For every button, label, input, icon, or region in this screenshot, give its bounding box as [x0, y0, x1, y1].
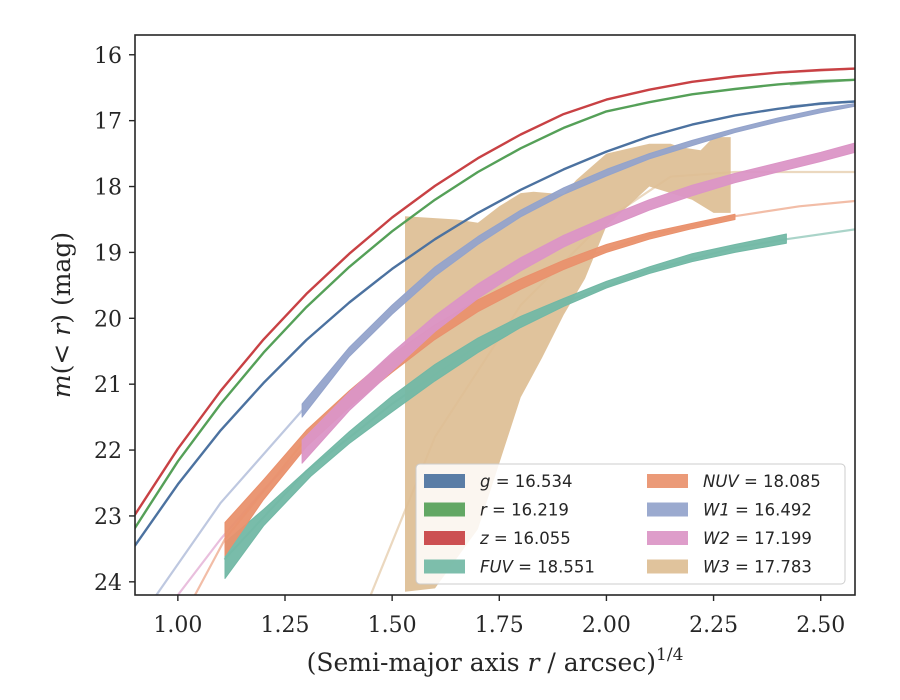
y-tick-label: 20	[94, 307, 122, 332]
legend-swatch-g	[424, 474, 465, 488]
x-tick-label: 2.50	[796, 613, 845, 638]
x-tick-label: 1.50	[368, 613, 417, 638]
axis-layer: 1.00 1.25 1.50 1.75 2.00 2.25 2.50 16 17 18 19 20 21…	[94, 44, 845, 638]
legend-label-FUV: FUV = 18.551	[480, 558, 595, 577]
series-z-line	[135, 67, 855, 516]
legend-label-W3: W3 = 17.783	[703, 558, 812, 577]
series-g-line	[135, 100, 855, 547]
y-tick-label: 23	[94, 505, 122, 530]
legend-swatch-W1	[647, 502, 688, 517]
x-tick-label: 1.00	[153, 613, 202, 638]
series-W2-band	[301, 142, 855, 464]
legend-swatch-r	[424, 502, 465, 517]
legend-label-W2: W2 = 17.199	[703, 529, 812, 548]
series-FUV-band	[224, 233, 787, 579]
x-tick-label: 2.25	[689, 613, 738, 638]
legend-label-W1: W1 = 16.492	[703, 501, 812, 520]
legend-swatch-NUV	[647, 474, 688, 488]
y-tick-label: 16	[94, 44, 122, 69]
x-tick-label: 1.75	[475, 613, 524, 638]
y-tick-label: 21	[94, 373, 122, 398]
x-tick-label: 1.25	[261, 613, 310, 638]
legend-label-NUV: NUV = 18.085	[703, 472, 821, 491]
x-axis-title: (Semi-major axis r / arcsec)1/4	[307, 645, 684, 677]
y-tick-label: 18	[94, 176, 122, 201]
series-W1-band	[301, 103, 855, 418]
y-tick-label: 17	[94, 110, 122, 135]
x-tick-label: 2.00	[582, 613, 631, 638]
legend: g = 16.534 r = 16.219 z = 16.055 FUV = 18.5…	[415, 463, 846, 585]
legend-box	[415, 463, 846, 585]
legend-swatch-W3	[647, 559, 688, 574]
y-tick-label: 22	[94, 439, 122, 464]
legend-swatch-W2	[647, 531, 688, 545]
series-r-line	[135, 78, 855, 529]
legend-label-z: z = 16.055	[479, 529, 571, 548]
legend-label-r: r = 16.219	[480, 501, 569, 520]
plot-frame	[134, 34, 856, 596]
y-axis-title: m(< r) (mag)	[47, 232, 76, 398]
legend-swatch-z	[424, 531, 465, 545]
legend-swatch-FUV	[424, 559, 465, 574]
y-tick-label: 24	[94, 571, 122, 596]
legend-label-g: g = 16.534	[480, 472, 573, 491]
series-W1-fit-line	[155, 409, 304, 595]
y-tick-label: 19	[94, 241, 122, 266]
